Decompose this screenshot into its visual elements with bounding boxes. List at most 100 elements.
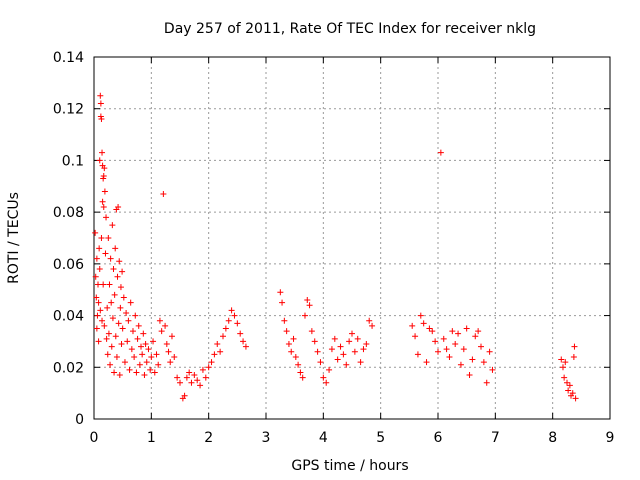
data-point xyxy=(100,172,107,179)
data-point xyxy=(446,353,453,360)
data-point xyxy=(426,325,433,332)
data-point xyxy=(171,353,178,360)
data-point xyxy=(277,289,284,296)
data-point xyxy=(155,361,162,368)
data-point xyxy=(108,299,115,306)
x-axis-ticks: 0 1 2 3 4 5 6 7 8 9 xyxy=(90,57,614,446)
data-point xyxy=(452,341,459,348)
data-point xyxy=(119,268,126,275)
y-tick-label: 0 xyxy=(75,412,84,428)
data-point xyxy=(98,235,105,241)
data-point xyxy=(96,245,103,252)
data-point xyxy=(143,359,150,366)
data-point xyxy=(561,374,568,381)
data-point xyxy=(114,273,121,280)
x-tick-label: 4 xyxy=(319,430,328,446)
data-point xyxy=(220,333,226,340)
data-point xyxy=(349,330,355,337)
data-point xyxy=(366,317,373,324)
data-point xyxy=(346,338,353,345)
data-point xyxy=(113,353,120,360)
data-point xyxy=(100,281,107,288)
chart-title: Day 257 of 2011, Rate Of TEC Index for r… xyxy=(164,21,536,37)
data-point xyxy=(101,188,108,195)
y-tick-label: 0.12 xyxy=(53,102,84,118)
data-point xyxy=(93,255,100,262)
data-point xyxy=(331,335,338,342)
data-point xyxy=(142,341,149,348)
data-point xyxy=(105,330,112,337)
data-point xyxy=(133,369,140,376)
data-point xyxy=(97,100,104,107)
data-point xyxy=(323,379,330,386)
data-point xyxy=(562,359,569,366)
y-tick-label: 0.02 xyxy=(53,360,84,376)
data-point xyxy=(340,351,347,358)
data-point xyxy=(168,333,175,340)
y-tick-label: 0.06 xyxy=(53,257,84,273)
data-point xyxy=(95,299,102,306)
data-point xyxy=(308,328,315,335)
data-point xyxy=(443,346,450,353)
data-point xyxy=(104,351,111,358)
data-point xyxy=(92,229,99,236)
data-point xyxy=(225,317,232,324)
data-point xyxy=(279,299,286,306)
data-point xyxy=(118,341,125,348)
data-point xyxy=(469,356,476,363)
data-point xyxy=(140,330,147,337)
data-point xyxy=(112,333,119,340)
data-point xyxy=(571,343,578,350)
data-point xyxy=(460,346,467,353)
x-tick-label: 7 xyxy=(491,430,500,446)
data-point xyxy=(283,328,290,335)
data-point xyxy=(100,175,107,182)
data-point xyxy=(111,369,118,376)
y-axis-label: ROTI / TECUs xyxy=(6,192,22,284)
plot-frame xyxy=(93,56,611,420)
data-point xyxy=(95,338,102,345)
data-point xyxy=(222,325,229,332)
data-point xyxy=(429,328,436,335)
data-point xyxy=(569,390,576,397)
data-point xyxy=(156,317,163,324)
data-point xyxy=(242,343,249,350)
data-point xyxy=(129,328,136,335)
data-point xyxy=(240,338,247,345)
data-point xyxy=(145,346,152,353)
data-point xyxy=(110,266,117,273)
data-point xyxy=(437,149,444,156)
data-point xyxy=(111,291,118,298)
data-point xyxy=(123,309,130,316)
data-point xyxy=(566,382,573,389)
data-point xyxy=(183,374,190,381)
data-point xyxy=(99,198,106,205)
data-point xyxy=(478,343,484,350)
data-point xyxy=(99,149,106,156)
data-point xyxy=(96,266,103,273)
data-point xyxy=(457,361,464,368)
data-point xyxy=(97,92,104,99)
data-point xyxy=(432,338,439,345)
data-point xyxy=(414,351,421,358)
data-point xyxy=(281,317,288,324)
data-point xyxy=(153,351,160,358)
data-point xyxy=(328,346,335,353)
x-axis-label: GPS time / hours xyxy=(291,458,408,474)
data-point xyxy=(217,348,224,355)
data-point xyxy=(131,353,138,360)
data-point xyxy=(97,307,104,314)
y-tick-label: 0.14 xyxy=(53,50,84,66)
x-tick-label: 8 xyxy=(548,430,557,446)
data-point xyxy=(202,374,209,381)
data-point xyxy=(136,361,143,368)
data-point xyxy=(565,387,572,394)
data-point xyxy=(486,348,493,355)
data-point xyxy=(475,328,482,335)
data-point xyxy=(234,320,241,327)
data-point xyxy=(115,320,122,327)
data-point xyxy=(295,361,302,368)
data-point xyxy=(93,294,100,301)
data-point xyxy=(304,297,311,304)
data-point xyxy=(290,335,297,342)
